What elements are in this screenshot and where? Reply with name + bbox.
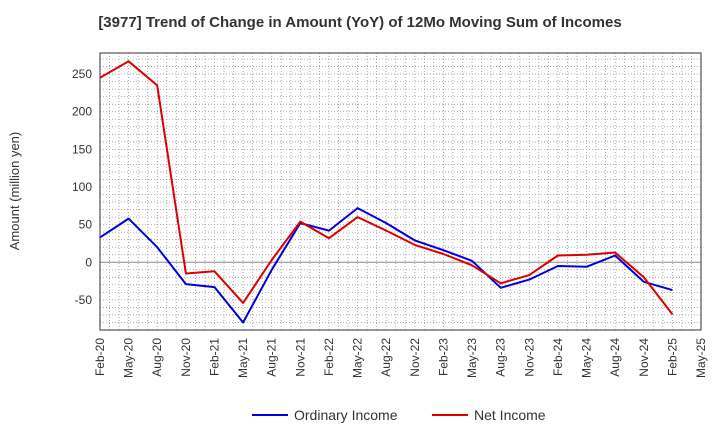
x-tick-label: May-21 [236,338,250,378]
legend-label: Ordinary Income [294,407,398,423]
x-tick-label: Aug-24 [608,338,622,377]
y-tick-label: 150 [72,142,92,156]
x-tick-label: Nov-20 [179,338,193,377]
x-tick-label: May-25 [694,338,708,378]
y-axis-title: Amount (million yen) [7,132,22,251]
x-tick-label: Aug-23 [494,338,508,377]
x-tick-label: May-22 [351,338,365,378]
x-tick-label: May-24 [580,338,594,378]
x-tick-label: Feb-24 [551,338,565,376]
x-tick-label: Feb-23 [436,338,450,376]
x-tick-label: May-23 [465,338,479,378]
x-tick-label: Feb-20 [93,338,107,376]
series-layer [99,60,674,324]
y-tick-label: 250 [72,67,92,81]
series-line-net-income [99,60,674,315]
x-tick-label: Aug-22 [379,338,393,377]
x-tick-label: Nov-21 [293,338,307,377]
tick-layer: 250 200 150 100 50 0 -50 Feb-20 May-20 Aug-20 Nov-… [72,67,708,378]
legend-label: Net Income [474,407,546,423]
series-line-ordinary-income [99,207,673,324]
x-tick-label: Feb-25 [665,338,679,376]
x-tick-label: Nov-22 [408,338,422,377]
x-tick-label: Nov-24 [637,338,651,377]
x-tick-label: Aug-20 [150,338,164,377]
grid-layer [99,53,702,331]
y-tick-label: 100 [72,180,92,194]
x-tick-label: May-20 [122,338,136,378]
y-tick-label: 0 [85,255,92,269]
plot-frame [99,52,702,331]
x-tick-label: Feb-21 [207,338,221,376]
x-tick-label: Aug-21 [265,338,279,377]
x-tick-label: Nov-23 [522,338,536,377]
y-tick-label: 200 [72,105,92,119]
y-tick-label: -50 [75,293,93,307]
x-tick-label: Feb-22 [322,338,336,376]
legend: Ordinary Income Net Income [252,407,546,423]
y-tick-label: 50 [79,218,93,232]
chart-title: [3977] Trend of Change in Amount (YoY) o… [98,14,622,31]
